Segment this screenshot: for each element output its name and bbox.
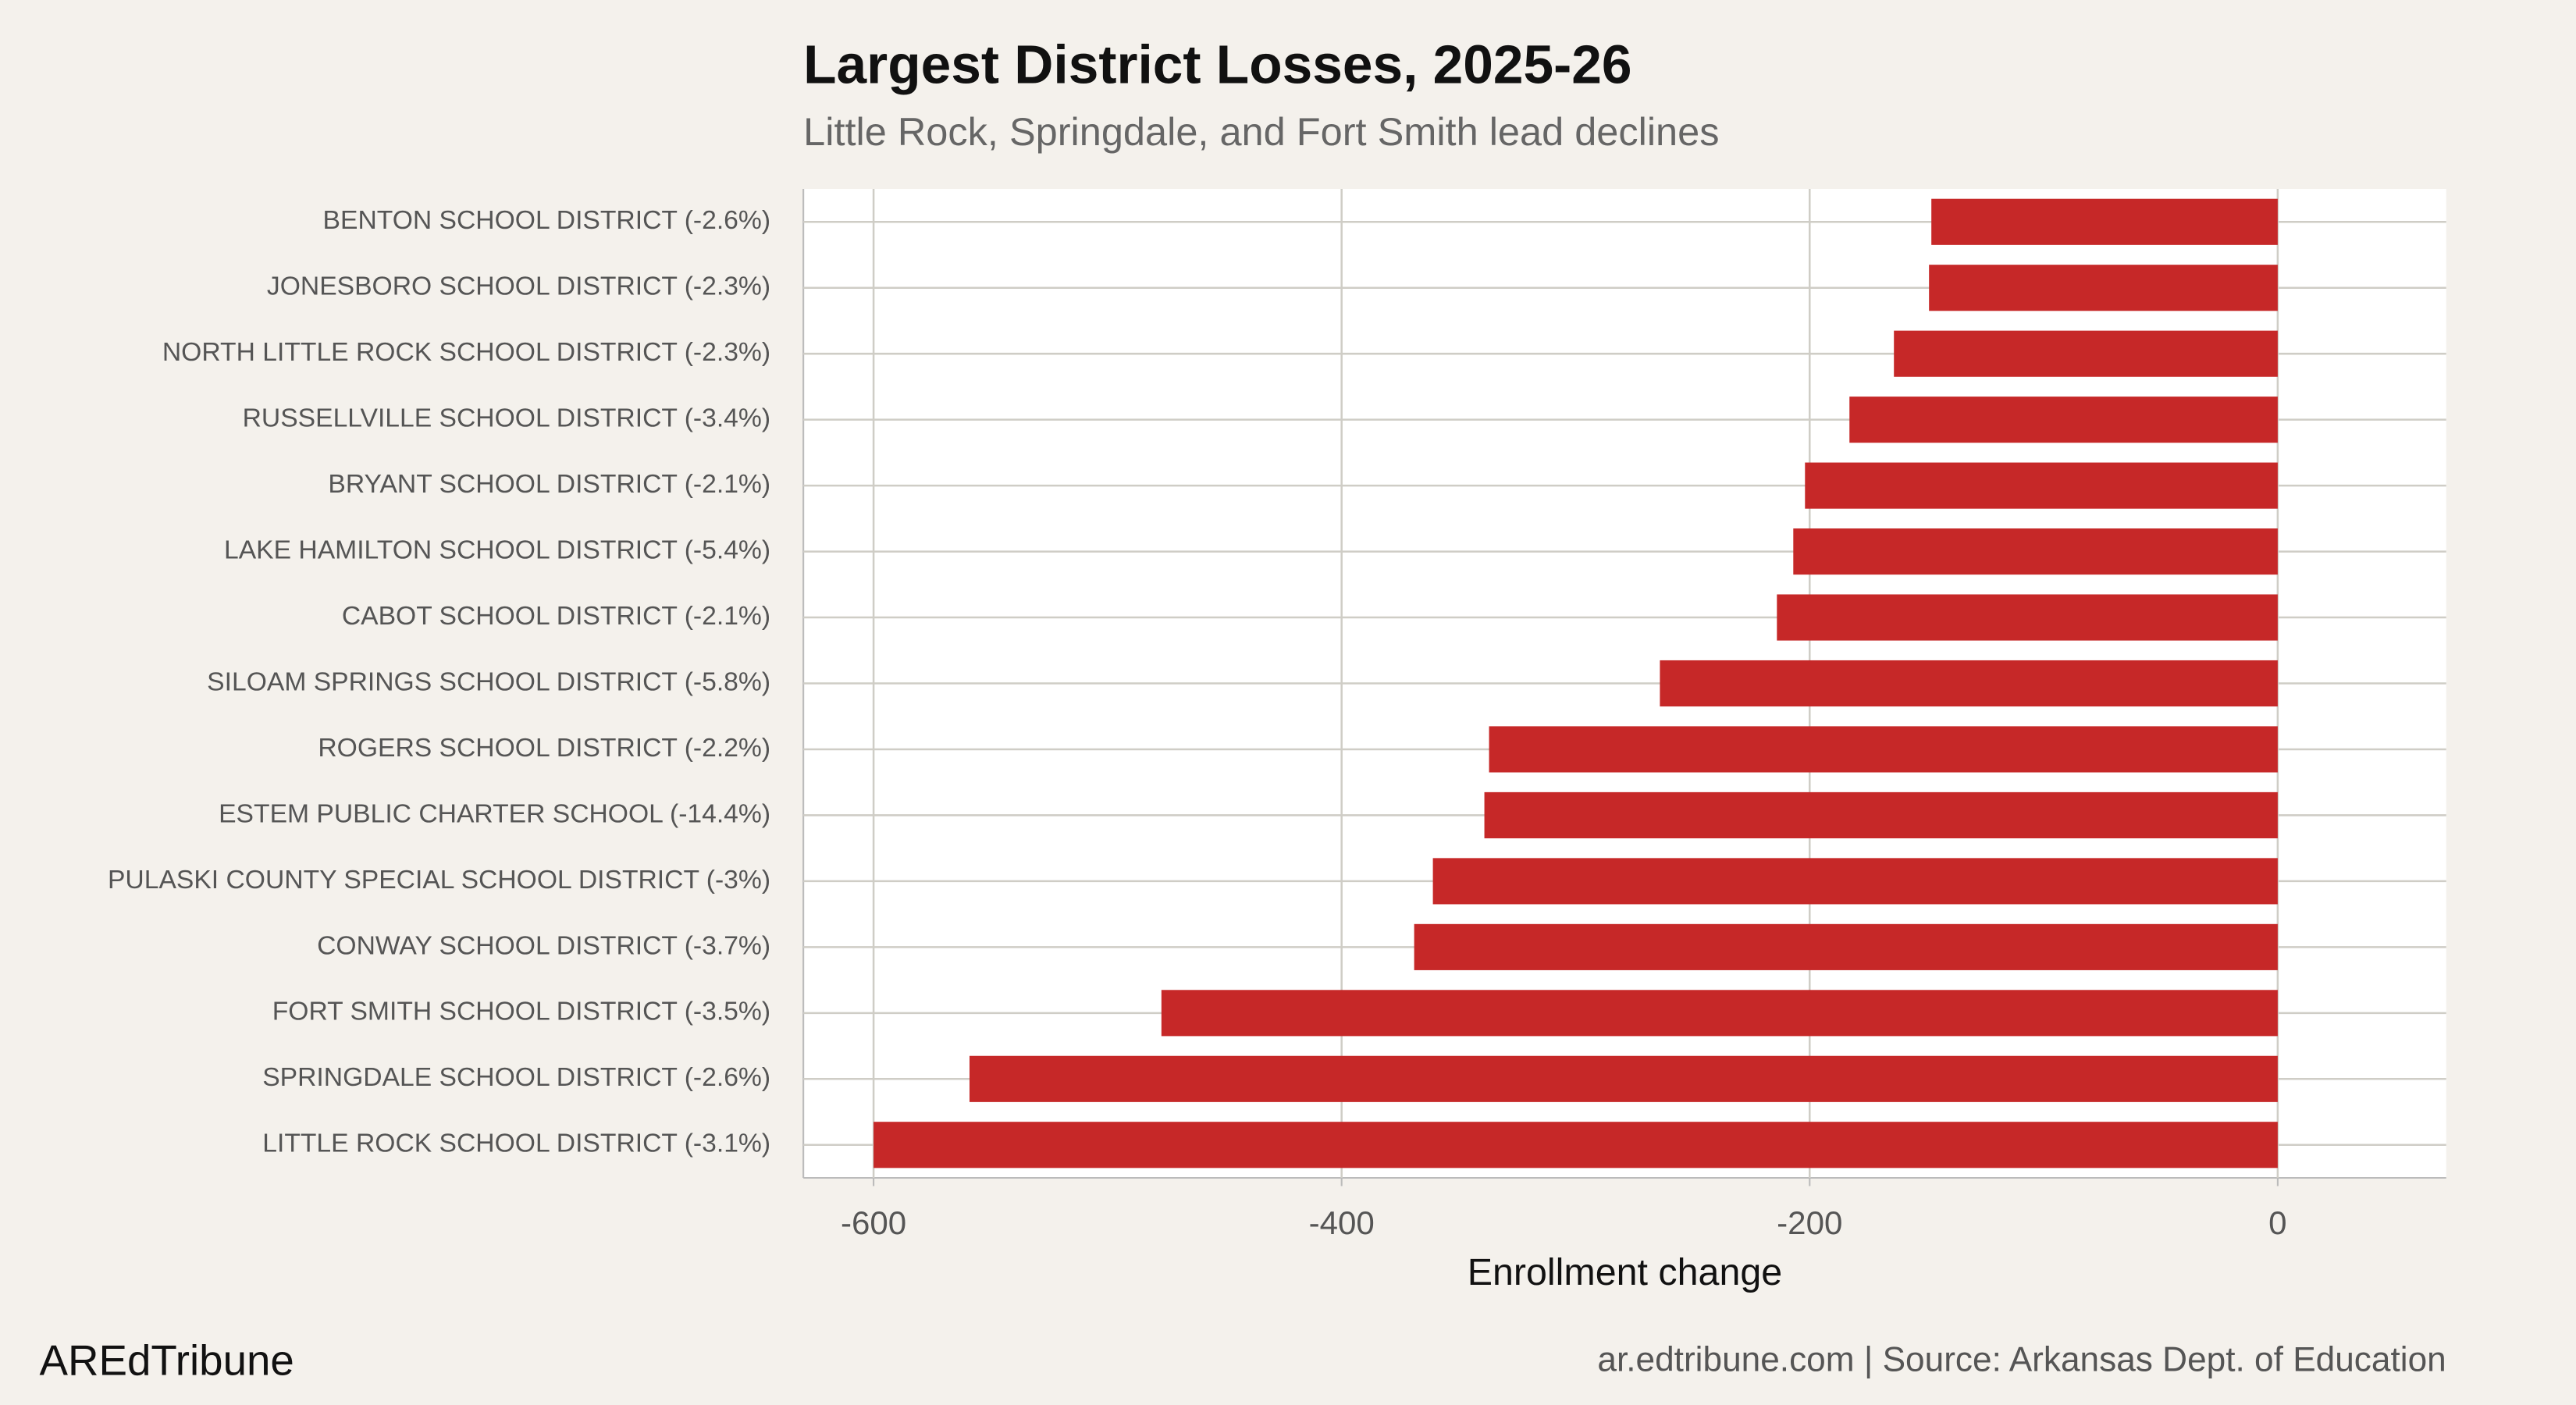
x-tick-label: -400 [1309, 1204, 1375, 1241]
y-tick-label: BENTON SCHOOL DISTRICT (-2.6%) [323, 206, 771, 235]
y-tick-label: ROGERS SCHOOL DISTRICT (-2.2%) [318, 734, 770, 763]
bar [1414, 923, 2278, 970]
y-tick-label: RUSSELLVILLE SCHOOL DISTRICT (-3.4%) [243, 404, 770, 433]
bar [1793, 528, 2278, 575]
brand: AREdTribune [40, 1336, 294, 1384]
y-tick-label: SPRINGDALE SCHOOL DISTRICT (-2.6%) [262, 1063, 770, 1092]
y-tick-label: NORTH LITTLE ROCK SCHOOL DISTRICT (-2.3%… [162, 338, 770, 367]
bar [1489, 726, 2278, 773]
bar [1894, 330, 2278, 377]
bar [1777, 594, 2278, 641]
bar [1931, 198, 2278, 245]
bar [970, 1055, 2278, 1102]
y-tick-label: LAKE HAMILTON SCHOOL DISTRICT (-5.4%) [224, 535, 770, 564]
x-tick-label: -200 [1777, 1204, 1842, 1241]
y-tick-label: FORT SMITH SCHOOL DISTRICT (-3.5%) [272, 998, 770, 1026]
source: ar.edtribune.com | Source: Arkansas Dept… [1597, 1340, 2446, 1378]
chart-title: Largest District Losses, 2025-26 [803, 34, 1631, 95]
bar [1484, 791, 2278, 839]
y-tick-label: SILOAM SPRINGS SCHOOL DISTRICT (-5.8%) [207, 667, 770, 696]
y-tick-label: JONESBORO SCHOOL DISTRICT (-2.3%) [267, 272, 770, 301]
bar [1432, 858, 2278, 905]
bar [1849, 397, 2278, 443]
y-tick-label: CONWAY SCHOOL DISTRICT (-3.7%) [317, 931, 770, 960]
bar [1929, 265, 2278, 311]
x-axis-label: Enrollment change [1468, 1251, 1783, 1293]
bar [873, 1122, 2278, 1168]
bar [1161, 990, 2278, 1037]
y-tick-label: CABOT SCHOOL DISTRICT (-2.1%) [342, 602, 770, 631]
chart-subtitle: Little Rock, Springdale, and Fort Smith … [803, 109, 1719, 154]
bar [1805, 462, 2278, 509]
y-tick-label: BRYANT SCHOOL DISTRICT (-2.1%) [328, 470, 770, 499]
y-tick-label: ESTEM PUBLIC CHARTER SCHOOL (-14.4%) [219, 799, 770, 828]
x-tick-label: 0 [2268, 1204, 2286, 1241]
y-tick-label: PULASKI COUNTY SPECIAL SCHOOL DISTRICT (… [108, 866, 770, 895]
y-tick-label: LITTLE ROCK SCHOOL DISTRICT (-3.1%) [262, 1129, 770, 1158]
bar [1660, 660, 2278, 707]
x-tick-label: -600 [841, 1204, 906, 1241]
